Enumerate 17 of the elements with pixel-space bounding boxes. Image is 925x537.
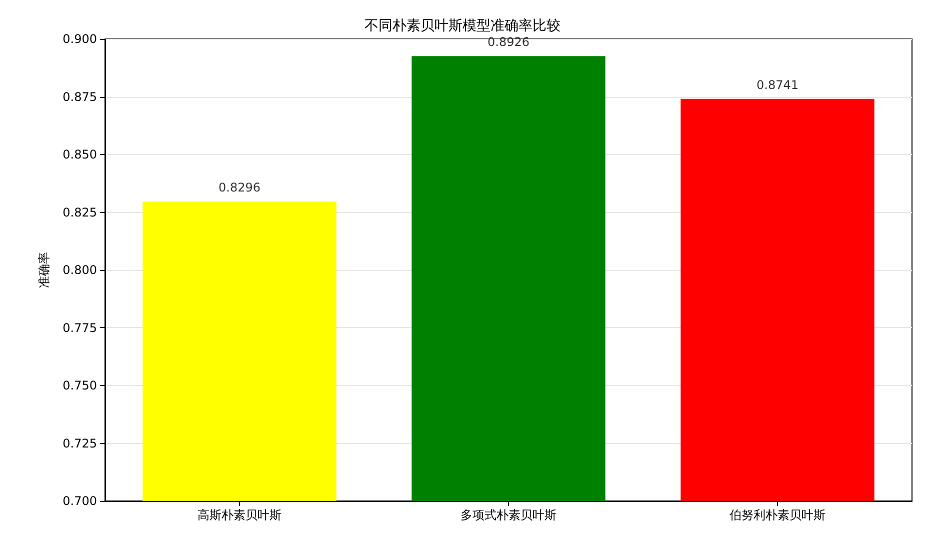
y-tick-label: 0.900 [62,32,97,46]
y-tick-label: 0.825 [62,205,97,220]
y-tick-label: 0.700 [62,494,97,508]
data-label: 0.8926 [488,35,530,50]
data-label: 0.8741 [756,78,798,92]
y-tick-label: 0.725 [62,436,97,450]
x-tick-label: 多项式朴素贝叶斯 [460,508,556,522]
x-tick-label: 高斯朴素贝叶斯 [198,508,282,522]
data-label: 0.8296 [218,180,260,195]
chart-title: 不同朴素贝叶斯模型准确率比较 [364,18,560,34]
y-tick-label: 0.875 [62,90,97,104]
y-tick-label: 0.750 [62,378,97,392]
y-tick-label: 0.775 [62,320,97,335]
y-tick-label: 0.850 [62,148,97,162]
x-tick-label: 伯努利朴素贝叶斯 [728,508,826,522]
y-axis-title: 准确率 [37,252,51,288]
y-tick-label: 0.800 [62,263,97,277]
